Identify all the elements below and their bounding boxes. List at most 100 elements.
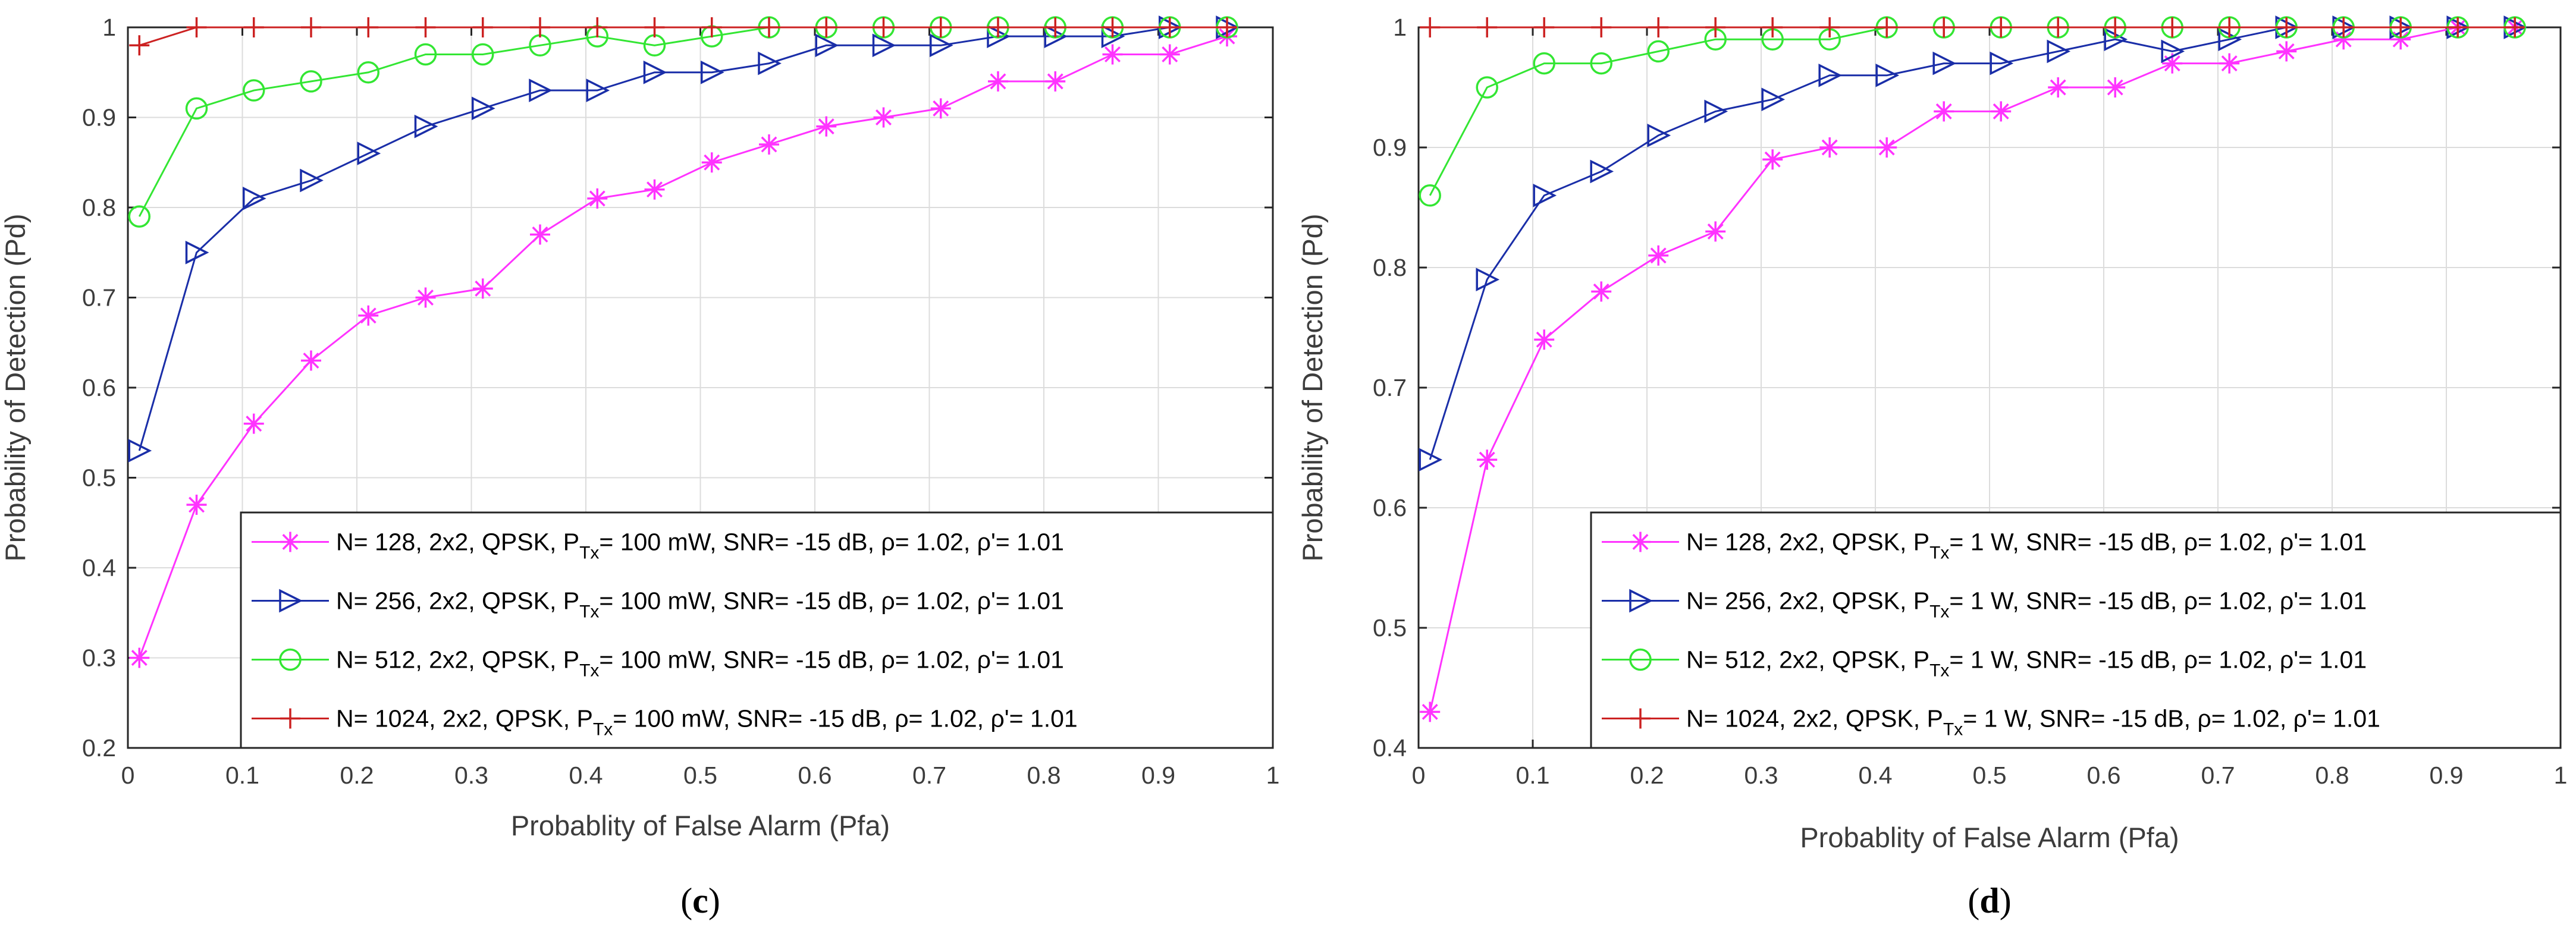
legend-box xyxy=(1590,511,2562,749)
data-point xyxy=(1476,268,1500,292)
data-point xyxy=(1419,448,1443,472)
legend-entry-rest: = 1 W, SNR= -15 dB, ρ= 1.02, ρ'= 1.01 xyxy=(1949,587,2367,615)
x-tick-label: 0.9 xyxy=(2430,762,2464,789)
data-point xyxy=(1534,329,1555,350)
data-point xyxy=(186,17,207,37)
data-point xyxy=(2219,17,2240,37)
data-point xyxy=(1705,17,1726,37)
data-point xyxy=(873,17,894,37)
data-point xyxy=(1477,17,1498,37)
x-tick-label: 0.6 xyxy=(2087,762,2121,789)
data-point xyxy=(1875,63,1900,87)
legend-marker xyxy=(279,589,303,613)
data-point xyxy=(1877,17,1897,37)
data-point xyxy=(358,17,379,37)
data-point xyxy=(1761,87,1786,112)
data-point xyxy=(2276,41,2297,62)
x-tick-label: 0.8 xyxy=(1027,762,1061,789)
data-point xyxy=(2390,17,2411,37)
data-point xyxy=(530,17,550,37)
legend-entry-main: N= 1024, 2x2, QPSK, P xyxy=(1686,705,1943,732)
data-point xyxy=(1877,137,1897,158)
legend-entry-main: N= 1024, 2x2, QPSK, P xyxy=(336,705,593,732)
legend-entry-rest: = 1 W, SNR= -15 dB, ρ= 1.02, ρ'= 1.01 xyxy=(1949,646,2367,674)
legend-entry-sub: Tx xyxy=(1929,602,1949,622)
x-tick-label: 1 xyxy=(2554,762,2568,789)
x-tick-label: 0.5 xyxy=(1973,762,2007,789)
data-point xyxy=(2333,17,2354,37)
data-point xyxy=(243,17,264,37)
data-point xyxy=(2048,17,2069,37)
legend: N= 128, 2x2, QPSK, PTx= 1 W, SNR= -15 dB… xyxy=(1590,511,2562,749)
legend-marker xyxy=(1629,648,1652,671)
legend-entry-sub: Tx xyxy=(593,720,613,740)
legend-entry-sub: Tx xyxy=(579,602,599,622)
data-point xyxy=(185,97,208,120)
x-tick-label: 0.7 xyxy=(2201,762,2235,789)
data-point xyxy=(930,33,953,58)
series-line xyxy=(1429,26,2515,712)
y-tick-label: 0.7 xyxy=(82,284,116,312)
data-point xyxy=(587,188,608,209)
data-point xyxy=(472,96,495,121)
legend-entry-rest: = 100 mW, SNR= -15 dB, ρ= 1.02, ρ'= 1.01 xyxy=(599,587,1064,615)
data-point xyxy=(2048,77,2069,98)
caption-open: ( xyxy=(1968,881,1979,920)
legend-marker xyxy=(1629,589,1653,613)
data-point xyxy=(186,494,207,515)
data-point xyxy=(1159,44,1180,65)
legend-entry-main: N= 256, 2x2, QPSK, P xyxy=(1686,587,1929,615)
series-4 xyxy=(129,17,1237,56)
data-point xyxy=(1647,123,1671,147)
legend-entry-rest: = 100 mW, SNR= -15 dB, ρ= 1.02, ρ'= 1.01 xyxy=(599,646,1064,674)
data-point xyxy=(1533,52,1555,75)
data-point xyxy=(1102,17,1123,37)
legend-entry-rest: = 100 mW, SNR= -15 dB, ρ= 1.02, ρ'= 1.01 xyxy=(613,705,1078,732)
legend-entry-sub: Tx xyxy=(1929,661,1949,681)
data-point xyxy=(1045,17,1066,37)
data-point xyxy=(1762,17,1783,37)
legend-entry: N= 128, 2x2, QPSK, PTx= 1 W, SNR= -15 dB… xyxy=(1686,529,2367,563)
legend-entry-main: N= 128, 2x2, QPSK, P xyxy=(1686,529,1929,556)
data-point xyxy=(2162,53,2183,74)
panel-caption: (c) xyxy=(680,881,720,920)
data-point xyxy=(1648,245,1669,266)
legend-entry-main: N= 512, 2x2, QPSK, P xyxy=(336,646,579,674)
series-1 xyxy=(129,26,1237,668)
caption-open: ( xyxy=(680,881,692,920)
data-point xyxy=(472,43,494,66)
data-point xyxy=(414,43,437,66)
x-axis-title: Probablity of False Alarm (Pfa) xyxy=(1800,822,2179,853)
data-point xyxy=(2333,29,2354,50)
legend-entry-main: N= 256, 2x2, QPSK, P xyxy=(336,587,579,615)
chart-panel-d: 0 0.1 0.2 0.3 0.4 0.5 0.6 0.7 0.8 0.9 1 0.4 0.5 0.6 0.… xyxy=(1297,14,2567,920)
y-tick-label: 0.8 xyxy=(82,194,116,221)
data-point xyxy=(243,413,264,434)
data-point xyxy=(128,439,152,463)
data-point xyxy=(1934,101,1954,122)
chart-panel-c: 0 0.1 0.2 0.3 0.4 0.5 0.6 0.7 0.8 0.9 1 0.2 0.3 0.4 0.… xyxy=(0,14,1279,920)
data-point xyxy=(1990,51,2014,76)
data-point xyxy=(1045,71,1066,92)
x-tick-label: 0.2 xyxy=(340,762,374,789)
data-point xyxy=(1991,17,2012,37)
panel-caption: (d) xyxy=(1968,881,2011,920)
x-tick-label: 0 xyxy=(1412,762,1426,789)
data-point xyxy=(1419,184,1441,207)
data-point xyxy=(1102,44,1123,65)
data-point xyxy=(2448,17,2468,37)
legend-marker xyxy=(1630,708,1651,729)
x-tick-label: 0.6 xyxy=(798,762,832,789)
legend-box xyxy=(240,511,1274,749)
x-tick-label: 0.8 xyxy=(2315,762,2349,789)
caption-close: ) xyxy=(2000,881,2012,920)
data-point xyxy=(1932,51,1957,76)
data-point xyxy=(586,78,610,102)
data-point xyxy=(530,224,550,245)
data-point xyxy=(1705,221,1726,242)
data-point xyxy=(643,60,667,84)
legend-entry: N= 256, 2x2, QPSK, PTx= 100 mW, SNR= -15… xyxy=(336,587,1064,622)
data-point xyxy=(301,17,321,37)
data-point xyxy=(1762,149,1783,170)
